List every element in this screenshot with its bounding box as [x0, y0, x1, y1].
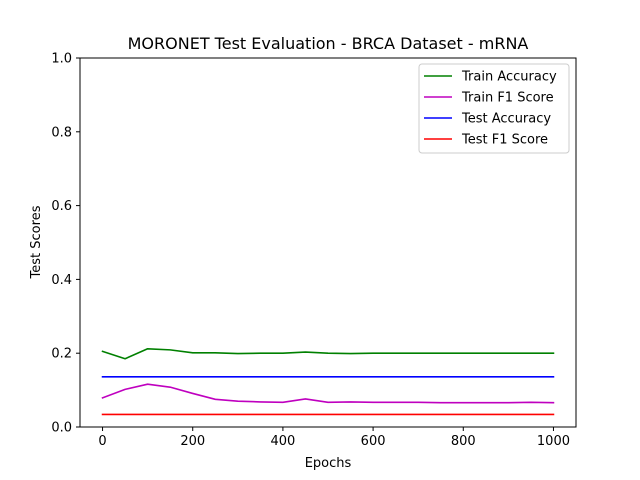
x-tick-label: 1000	[537, 434, 570, 449]
legend-label-2: Test Accuracy	[461, 112, 551, 127]
y-axis-title: Test Scores	[29, 205, 44, 279]
y-tick-label: 1.0	[51, 52, 72, 67]
y-tick-label: 0.6	[51, 199, 72, 214]
legend: Train Accuracy Train F1 Score Test Accurac…	[418, 63, 570, 154]
x-tick-label: 600	[361, 434, 386, 449]
legend-label-3: Test F1 Score	[461, 133, 548, 148]
y-tick-label: 0.4	[51, 273, 72, 288]
plot-area: 0 200 400 600 800 1000 0.0 0.2 0.4 0.6 0.8 1.0	[51, 52, 577, 449]
legend-label-0: Train Accuracy	[461, 70, 557, 85]
x-tick-label: 0	[98, 434, 106, 449]
y-tick-label: 0.2	[51, 347, 72, 362]
series-line-1	[101, 383, 555, 404]
chart-title: MORONET Test Evaluation - BRCA Dataset -…	[128, 34, 529, 53]
plot-frame	[79, 57, 577, 428]
series-line-0	[101, 347, 555, 360]
x-tick-label: 200	[180, 434, 205, 449]
x-axis-title: Epochs	[305, 456, 352, 471]
legend-box	[418, 63, 570, 154]
x-tick-label: 800	[451, 434, 476, 449]
y-tick-label: 0.0	[51, 421, 72, 436]
y-tick-label: 0.8	[51, 125, 72, 140]
x-tick-label: 400	[270, 434, 295, 449]
legend-label-1: Train F1 Score	[461, 91, 554, 106]
